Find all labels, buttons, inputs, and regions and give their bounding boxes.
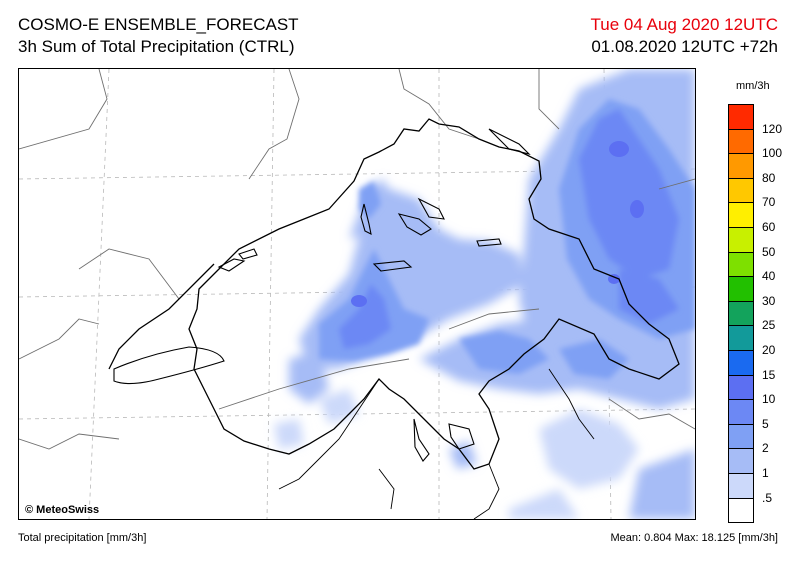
- copyright: © MeteoSwiss: [25, 504, 99, 516]
- footer-stats: Mean: 0.804 Max: 18.125 [mm/3h]: [610, 532, 778, 544]
- legend-swatch: [728, 226, 754, 252]
- legend-swatch: [728, 153, 754, 178]
- lakes: [113, 128, 531, 462]
- run-info: 01.08.2020 12UTC +72h: [591, 37, 778, 56]
- footer-variable: Total precipitation [mm/3h]: [18, 532, 147, 544]
- time-block: Tue 04 Aug 2020 12UTC 01.08.2020 12UTC +…: [591, 14, 778, 58]
- switzerland-border: [108, 118, 680, 470]
- legend-label: 5: [762, 416, 769, 431]
- legend-label: 25: [762, 318, 776, 333]
- legend-label: 80: [762, 170, 776, 185]
- legend-label: 100: [762, 146, 783, 161]
- valid-time: Tue 04 Aug 2020 12UTC: [590, 15, 778, 34]
- legend-label: 120: [762, 121, 783, 136]
- country-borders: [19, 69, 695, 450]
- legend-swatch: [728, 374, 754, 400]
- legend-swatch: [728, 497, 754, 524]
- legend-swatch: [728, 104, 754, 129]
- legend-label: .5: [762, 490, 773, 505]
- legend-swatch: [728, 276, 754, 301]
- legend-label: 1: [762, 466, 769, 480]
- legend-swatch: [728, 177, 754, 203]
- product-title: COSMO-E ENSEMBLE_FORECAST: [18, 15, 299, 34]
- precipitation-field: [274, 69, 695, 519]
- legend-swatch: [728, 251, 754, 277]
- legend-label: 60: [762, 220, 776, 234]
- legend-swatch: [728, 202, 754, 227]
- regional-borders: [278, 368, 595, 519]
- legend-swatch: [728, 448, 754, 473]
- legend-label: 30: [762, 293, 776, 308]
- legend-label: 40: [762, 269, 776, 284]
- map-canvas: © MeteoSwiss: [19, 69, 695, 519]
- legend-swatch: [728, 399, 754, 424]
- legend-swatch: [728, 128, 754, 154]
- legend-unit: mm/3h: [736, 80, 770, 92]
- legend-label: 2: [762, 441, 769, 456]
- legend-swatch: [728, 423, 754, 449]
- legend-label: 50: [762, 244, 776, 259]
- legend-label: 20: [762, 343, 776, 357]
- legend-label: 70: [762, 195, 776, 210]
- legend-swatch: [728, 472, 754, 498]
- legend-swatch: [728, 349, 754, 375]
- legend-label: 10: [762, 392, 776, 407]
- title-block: COSMO-E ENSEMBLE_FORECAST 3h Sum of Tota…: [18, 14, 299, 58]
- legend-label: 15: [762, 367, 776, 382]
- color-legend: [728, 104, 754, 524]
- legend-swatch: [728, 300, 754, 326]
- legend-swatch: [728, 325, 754, 350]
- precipitation-map: © MeteoSwiss: [18, 68, 696, 520]
- product-subtitle: 3h Sum of Total Precipitation (CTRL): [18, 37, 295, 56]
